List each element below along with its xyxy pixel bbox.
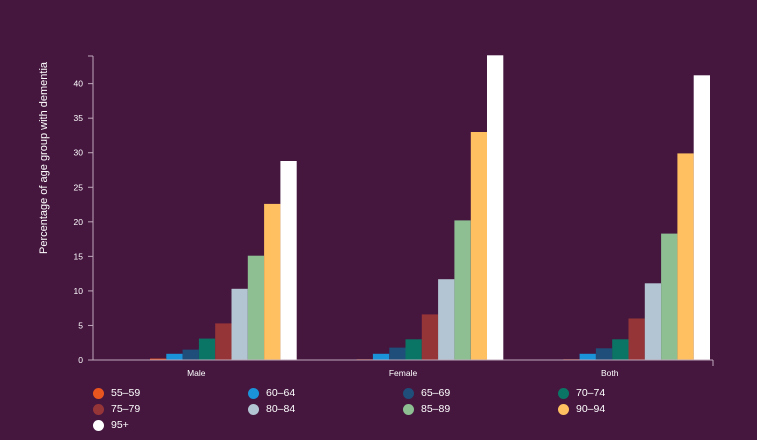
bar-both-1[interactable] [579, 353, 596, 360]
y-tick-label: 35 [74, 113, 84, 123]
y-tick-label: 0 [78, 355, 83, 365]
y-tick-label: 40 [74, 79, 84, 89]
bar-both-3[interactable] [612, 339, 629, 360]
legend-swatch [93, 403, 104, 415]
legend-item[interactable]: 80–84 [248, 403, 403, 415]
legend-label: 85–89 [421, 403, 451, 415]
legend-swatch [403, 387, 414, 399]
bar-female-2[interactable] [389, 347, 406, 360]
bar-male-1[interactable] [166, 353, 183, 360]
bar-female-4[interactable] [421, 314, 439, 360]
bar-male-6[interactable] [247, 255, 265, 360]
bar-male-2[interactable] [182, 349, 199, 360]
legend-item[interactable]: 55–59 [93, 387, 248, 399]
y-tick-label: 25 [74, 182, 84, 192]
bar-both-6[interactable] [661, 233, 678, 360]
bar-series [150, 55, 710, 361]
y-axis-ticks: 0 5 10 15 20 25 30 35 40 [74, 79, 93, 365]
x-axis-tick-labels: Male Female Both [187, 368, 619, 378]
legend-label: 80–84 [266, 403, 296, 415]
legend-swatch [93, 387, 104, 399]
legend-label: 70–74 [576, 387, 606, 399]
bar-male-8[interactable] [280, 161, 297, 360]
bar-male-3[interactable] [198, 338, 216, 360]
y-tick-label: 15 [74, 251, 84, 261]
y-tick-label: 10 [74, 286, 84, 296]
bar-both-5[interactable] [644, 283, 662, 360]
legend-swatch [403, 403, 414, 415]
legend-item[interactable]: 75–79 [93, 403, 248, 415]
bar-male-4[interactable] [215, 323, 232, 360]
bar-male-7[interactable] [264, 203, 281, 360]
bar-both-8[interactable] [693, 75, 710, 361]
legend-item[interactable]: 95+ [93, 419, 248, 431]
bar-both-7[interactable] [677, 153, 694, 360]
y-tick-label: 5 [78, 320, 83, 330]
legend-swatch [248, 403, 259, 415]
bar-male-5[interactable] [231, 288, 248, 360]
bar-female-8[interactable] [487, 55, 504, 361]
y-axis-title: Percentage of age group with dementia [38, 61, 50, 254]
legend-swatch [93, 419, 104, 431]
legend-swatch [558, 387, 569, 399]
bar-female-5[interactable] [438, 279, 455, 360]
legend-label: 55–59 [111, 387, 141, 399]
legend-label: 65–69 [421, 387, 451, 399]
legend-label: 75–79 [111, 403, 141, 415]
bar-male-0[interactable] [150, 358, 167, 360]
y-tick-label: 20 [74, 217, 84, 227]
legend-label: 90–94 [576, 403, 606, 415]
legend-label: 60–64 [266, 387, 296, 399]
bar-both-2[interactable] [595, 348, 613, 360]
legend-item[interactable]: 70–74 [558, 387, 713, 399]
legend-swatch [558, 403, 569, 415]
legend-swatch [248, 387, 259, 399]
bar-female-1[interactable] [372, 353, 390, 360]
legend-item[interactable]: 60–64 [248, 387, 403, 399]
legend-item[interactable]: 65–69 [403, 387, 558, 399]
legend-item[interactable]: 85–89 [403, 403, 558, 415]
chart-legend: 55–59 60–64 65–69 70–74 75–79 80–84 85–89 90–94… [93, 387, 733, 431]
legend-item[interactable]: 90–94 [558, 403, 713, 415]
bar-female-7[interactable] [470, 132, 488, 360]
y-tick-label: 30 [74, 148, 84, 158]
bar-female-6[interactable] [454, 220, 471, 360]
x-tick-label-both: Both [601, 368, 619, 378]
bar-female-3[interactable] [405, 339, 422, 360]
legend-label: 95+ [111, 419, 129, 431]
bar-both-4[interactable] [628, 318, 645, 361]
x-tick-label-male: Male [187, 368, 206, 378]
x-tick-label-female: Female [389, 368, 418, 378]
